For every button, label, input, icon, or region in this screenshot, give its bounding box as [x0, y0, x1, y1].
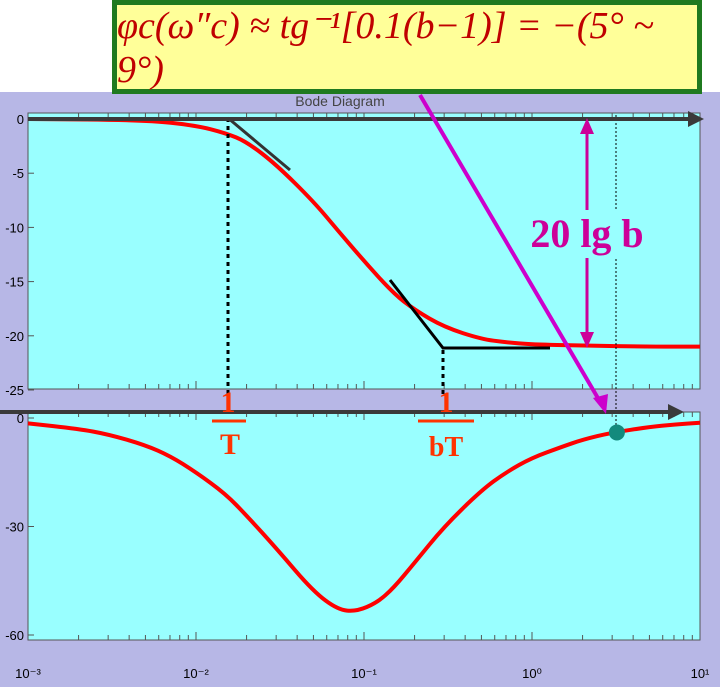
x-tick-label: 10⁰	[522, 666, 542, 681]
label-bT-numerator: 1	[439, 386, 454, 419]
y-tick-label: -60	[5, 628, 24, 643]
x-tick-label: 10⁻¹	[351, 666, 377, 681]
phase-curve	[27, 420, 701, 613]
y-tick-label: -5	[12, 166, 24, 181]
asymptote-slope	[227, 116, 291, 172]
y-tick-label: -25	[5, 383, 24, 398]
y-tick-label: -30	[5, 520, 24, 535]
formula-pointer-head	[593, 394, 608, 414]
magnitude-arrowhead	[688, 111, 704, 127]
magnitude-curve	[27, 117, 700, 349]
gain-label: 20 lg b	[530, 211, 643, 256]
phase-y-tick-labels: 0 -30 -60	[5, 411, 34, 643]
x-tick-labels: 10⁻³ 10⁻² 10⁻¹ 10⁰ 10¹	[15, 666, 710, 681]
gain-arrow-up	[580, 118, 594, 134]
y-tick-label: 0	[17, 411, 24, 426]
formula-pointer	[418, 93, 604, 407]
phase-arrowhead	[668, 404, 684, 420]
y-tick-label: -20	[5, 329, 24, 344]
y-tick-label: -15	[5, 275, 24, 290]
magnitude-y-tick-labels: 0 -5 -10 -15 -20 -25	[5, 112, 34, 398]
formula-box: φc(ω″c) ≈ tg⁻¹[0.1(b−1)] = −(5° ~ 9°)	[112, 0, 702, 94]
y-tick-label: -10	[5, 220, 24, 235]
label-bT-denominator: bT	[429, 432, 464, 463]
phase-plot-area	[27, 411, 701, 641]
label-T-numerator: 1	[221, 386, 236, 419]
label-T-denominator: T	[220, 428, 240, 461]
partial-title: Bode Diagram	[295, 93, 385, 109]
x-tick-label: 10⁻²	[183, 666, 209, 681]
x-tick-label: 10¹	[691, 666, 710, 681]
formula-text: φc(ω″c) ≈ tg⁻¹[0.1(b−1)] = −(5° ~ 9°)	[117, 4, 654, 91]
y-tick-label: 0	[17, 112, 24, 127]
gain-arrow-down	[580, 332, 594, 348]
gain-label-bg	[525, 210, 650, 258]
asymptote-slope-lower	[388, 279, 550, 350]
x-tick-label: 10⁻³	[15, 666, 41, 681]
crossover-marker	[608, 424, 625, 441]
